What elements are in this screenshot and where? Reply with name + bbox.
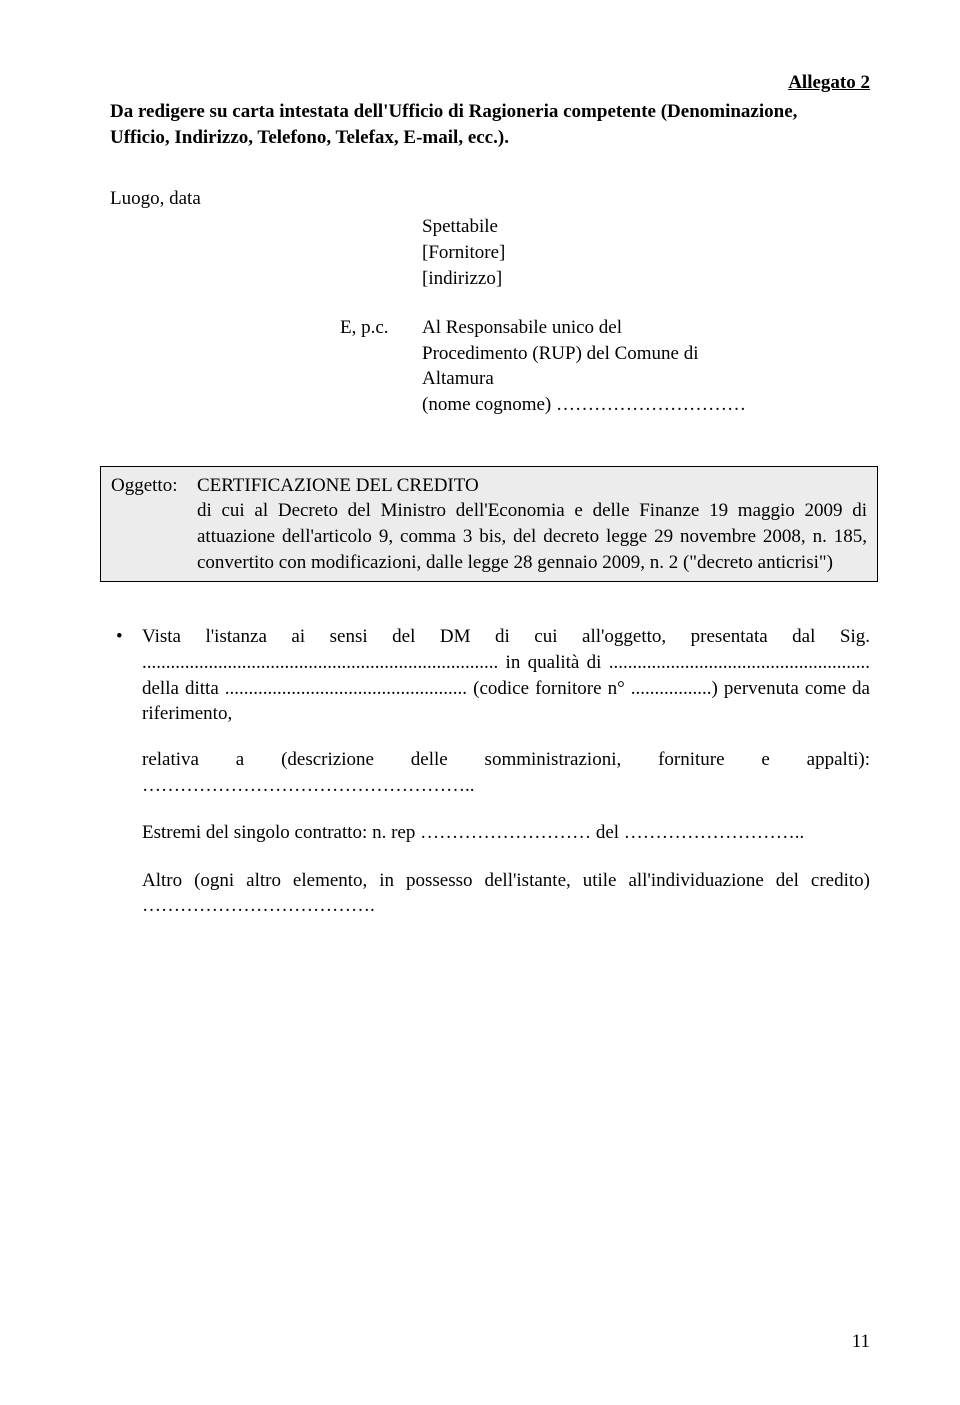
oggetto-label: Oggetto:: [111, 473, 197, 576]
luogo-data: Luogo, data: [110, 188, 870, 210]
bullet-text: Vista l'istanza ai sensi del DM di cui a…: [142, 624, 870, 727]
recipient-line-1: Spettabile: [422, 214, 870, 240]
page-number: 11: [852, 1331, 870, 1353]
bullet-block: • Vista l'istanza ai sensi del DM di cui…: [110, 624, 870, 727]
para-estremi: Estremi del singolo contratto: n. rep ………: [142, 820, 870, 846]
recipient-line-2: [Fornitore]: [422, 240, 870, 266]
recipient-line-3: [indirizzo]: [422, 266, 870, 292]
bullet-icon: •: [110, 624, 142, 727]
para-relativa: relativa a (descrizione delle somministr…: [142, 747, 870, 798]
epc-line-4: (nome cognome) …………………………: [422, 392, 870, 418]
oggetto-box: Oggetto: CERTIFICAZIONE DEL CREDITO di c…: [100, 466, 878, 583]
oggetto-title: CERTIFICAZIONE DEL CREDITO: [197, 473, 867, 499]
epc-line-3: Altamura: [422, 366, 870, 392]
epc-line-1: Al Responsabile unico del: [422, 315, 870, 341]
para-altro: Altro (ogni altro elemento, in possesso …: [142, 868, 870, 919]
allegato-label: Allegato 2: [110, 72, 870, 94]
header-instruction: Da redigere su carta intestata dell'Uffi…: [110, 99, 870, 150]
epc-line-2: Procedimento (RUP) del Comune di: [422, 341, 870, 367]
epc-block: E, p.c. Al Responsabile unico del Proced…: [110, 315, 870, 418]
header-line-1: Da redigere su carta intestata dell'Uffi…: [110, 99, 870, 125]
header-line-2: Ufficio, Indirizzo, Telefono, Telefax, E…: [110, 125, 870, 151]
recipient-block: Spettabile [Fornitore] [indirizzo]: [422, 214, 870, 291]
oggetto-body: di cui al Decreto del Ministro dell'Econ…: [197, 498, 867, 575]
epc-label: E, p.c.: [340, 315, 422, 418]
